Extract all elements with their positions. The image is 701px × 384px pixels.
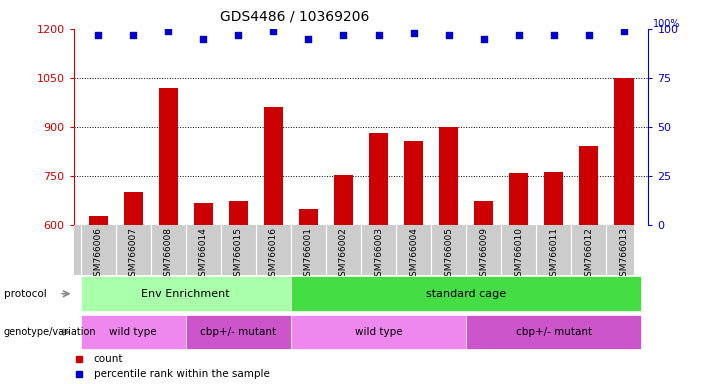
Bar (291, 276, 641, 311)
Bar (193, 204, 213, 225)
Bar (81, 315, 186, 349)
Bar (544, 172, 564, 225)
Point (268, 28, 279, 34)
Point (408, 30, 419, 36)
Bar (466, 315, 641, 349)
Point (93, 31, 104, 38)
Text: GSM766010: GSM766010 (515, 227, 523, 282)
Point (198, 35, 209, 41)
Text: GSM766004: GSM766004 (409, 227, 418, 282)
Text: GSM766006: GSM766006 (94, 227, 102, 282)
Text: GSM766001: GSM766001 (304, 227, 313, 282)
Text: GSM766015: GSM766015 (234, 227, 243, 282)
Bar (186, 315, 291, 349)
Text: GSM766014: GSM766014 (199, 227, 207, 282)
Bar (158, 88, 178, 225)
Bar (439, 127, 458, 225)
Point (443, 31, 454, 38)
Bar (614, 78, 634, 225)
Text: genotype/variation: genotype/variation (4, 327, 96, 337)
Text: GSM766005: GSM766005 (444, 227, 453, 282)
Bar (334, 175, 353, 225)
Text: standard cage: standard cage (426, 289, 506, 299)
Text: wild type: wild type (355, 327, 402, 337)
Point (303, 35, 314, 41)
Bar (264, 107, 283, 225)
Point (163, 28, 174, 34)
Bar (291, 315, 466, 349)
Text: 100%: 100% (653, 19, 680, 29)
Text: count: count (94, 354, 123, 364)
Text: GSM766011: GSM766011 (550, 227, 558, 282)
Bar (299, 209, 318, 225)
Text: GSM766007: GSM766007 (129, 227, 137, 282)
Text: GSM766009: GSM766009 (479, 227, 488, 282)
Text: GSM766002: GSM766002 (339, 227, 348, 282)
Point (618, 28, 629, 34)
Point (373, 31, 384, 38)
Point (513, 31, 524, 38)
Text: GDS4486 / 10369206: GDS4486 / 10369206 (219, 10, 369, 23)
Bar (81, 276, 291, 311)
Text: Env Enrichment: Env Enrichment (142, 289, 230, 299)
Text: cbp+/- mutant: cbp+/- mutant (200, 327, 276, 337)
Point (128, 31, 139, 38)
Point (478, 35, 489, 41)
Bar (509, 173, 529, 225)
Point (583, 31, 594, 38)
Bar (474, 201, 494, 225)
Point (233, 31, 244, 38)
Text: GSM766016: GSM766016 (269, 227, 278, 282)
Text: cbp+/- mutant: cbp+/- mutant (516, 327, 592, 337)
Text: protocol: protocol (4, 289, 46, 299)
Text: wild type: wild type (109, 327, 157, 337)
Text: GSM766013: GSM766013 (620, 227, 628, 282)
Point (548, 31, 559, 38)
Bar (88, 217, 108, 225)
Bar (229, 201, 248, 225)
Text: GSM766003: GSM766003 (374, 227, 383, 282)
Text: GSM766008: GSM766008 (164, 227, 172, 282)
Point (338, 31, 349, 38)
Text: GSM766012: GSM766012 (585, 227, 593, 282)
Bar (404, 141, 423, 225)
Text: percentile rank within the sample: percentile rank within the sample (94, 369, 270, 379)
Bar (579, 146, 599, 225)
Bar (123, 192, 143, 225)
Bar (369, 133, 388, 225)
